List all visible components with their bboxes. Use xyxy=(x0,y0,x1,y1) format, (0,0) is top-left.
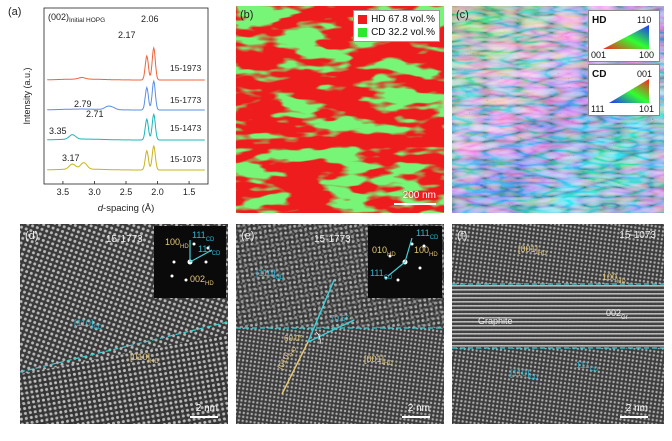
ipf-key-cd: CD 001 111 101 xyxy=(588,64,660,116)
ipf-cd-left: 111 xyxy=(591,104,605,114)
ipf-cd-top: 001 xyxy=(637,69,652,79)
angle-label-705: 70.5° xyxy=(330,314,349,323)
ipf-hd-top: 110 xyxy=(637,15,651,25)
legend-cd: CD 32.2 vol.% xyxy=(358,26,435,39)
plane-label-111cd-f: 111CD xyxy=(576,360,599,373)
fft-inset-e xyxy=(368,226,442,298)
x-tick-label-3.0: 3.0 xyxy=(88,187,101,197)
ipf-hd-left: 001 xyxy=(591,50,606,60)
direction-line-cd2-e xyxy=(307,319,355,343)
fft-inset-d xyxy=(154,226,226,298)
series-line-15-1073 xyxy=(47,144,205,171)
tem-image-f xyxy=(452,224,664,424)
scalebar-b xyxy=(394,203,436,205)
series-label-1473: 15-1473 xyxy=(170,123,201,133)
fft-d-label-100hd: 100HD xyxy=(165,237,189,250)
x-tick-label-2.5: 2.5 xyxy=(120,187,133,197)
legend-cd-swatch xyxy=(358,28,368,37)
sample-label-d: 15-1773 xyxy=(106,234,143,245)
peak-label-317: 3.17 xyxy=(62,153,80,163)
panel-f: (f) 15-1073 [001]HD 100HD Graphite 002Gr… xyxy=(452,224,664,424)
scalebar-e xyxy=(402,416,430,418)
plane-label-002gr: 002Gr xyxy=(606,308,628,321)
scalebar-b-label: 200 nm xyxy=(402,190,436,201)
fft-pattern-d xyxy=(170,240,213,282)
peak-label-206: 2.06 xyxy=(141,14,159,24)
x-tick-label-1.5: 1.5 xyxy=(183,187,196,197)
panel-a: (a) 3.5 3.0 2.5 2.0 1.5 (002)Initial HOPG In… xyxy=(0,0,226,218)
panel-d: (d) 15-1773 100HD 111CD 111CD 002HD [110… xyxy=(20,224,228,424)
legend-hd-swatch xyxy=(358,15,368,24)
sample-label-f: 15-1073 xyxy=(619,230,656,241)
graphite-label: Graphite xyxy=(478,316,513,326)
fft-pattern-e xyxy=(384,237,426,282)
fft-e-label-111cd: 111CD xyxy=(370,268,393,281)
xrd-chart: 3.5 3.0 2.5 2.0 1.5 (002)Initial HOPG Intens… xyxy=(22,7,209,214)
panel-b: (b) HD 67.8 vol.% CD 32.2 vol.% 200 nm xyxy=(236,6,444,213)
ipf-key-hd: HD 110 001 100 xyxy=(588,10,660,62)
panel-e: (e) 15-1773 010HD 111CD 100HD 111CD [110… xyxy=(236,224,444,424)
panel-b-label: (b) xyxy=(240,9,254,21)
panel-a-label: (a) xyxy=(8,6,22,18)
direction-line-hd-e xyxy=(281,341,309,395)
series-line-15-1773 xyxy=(47,79,205,111)
peak-label-271: 2.71 xyxy=(86,109,104,119)
ipf-triangle-cd: CD 001 111 101 xyxy=(591,69,654,114)
scalebar-d-label: 2 nm xyxy=(195,403,218,414)
ipf-cd-title: CD xyxy=(592,69,606,80)
scalebar-f xyxy=(620,416,648,418)
panel-c: (c) HD 110 001 100 xyxy=(452,6,664,213)
peak-label-279: 2.79 xyxy=(74,99,92,109)
series-label-1973: 15-1973 xyxy=(170,63,201,73)
interface-line-d xyxy=(20,321,228,373)
ipf-cd-right: 101 xyxy=(639,104,654,114)
zone-axis-hd-d: [010]HD xyxy=(130,352,159,365)
phase-legend: HD 67.8 vol.% CD 32.2 vol.% xyxy=(353,10,440,42)
zone-axis-cd-d: [110]CD xyxy=(74,318,103,331)
chart-title: (002)Initial HOPG xyxy=(48,12,105,24)
scalebar-f-label: 2 nm xyxy=(625,403,648,414)
fft-d-label-111cd-top: 111CD xyxy=(192,230,215,243)
phase-map xyxy=(236,6,444,213)
zone-axis-cd-e: [110]CD xyxy=(256,268,285,281)
panel-f-label: (f) xyxy=(457,230,468,242)
fft-e-label-111cd-top: 111CD xyxy=(416,228,439,241)
x-axis-label: d-spacing (Å) xyxy=(98,203,155,214)
plane-label-100hd-f: 100HD xyxy=(602,272,626,285)
zone-axis-hd-e: [001]HD xyxy=(364,354,393,367)
series-line-15-1473 xyxy=(47,112,205,141)
scalebar-e-label: 2 nm xyxy=(407,403,430,414)
zone-axis-hd-f: [001]HD xyxy=(518,244,547,257)
legend-hd-text: HD 67.8 vol.% xyxy=(371,14,435,25)
ipf-hd-right: 100 xyxy=(639,50,654,60)
sample-label-e: 15-1773 xyxy=(314,234,351,245)
zone-axis-cd-f: [110]CD xyxy=(510,368,539,381)
peak-label-335: 3.35 xyxy=(49,126,67,136)
series-line-15-1973 xyxy=(47,46,205,81)
panel-d-label: (d) xyxy=(25,230,39,242)
fft-d-label-111cd: 111CD xyxy=(198,244,221,257)
series-label-1073: 15-1073 xyxy=(170,154,201,164)
series-label-1773: 15-1773 xyxy=(170,95,201,105)
fft-e-label-010hd: 010HD xyxy=(372,245,396,258)
fft-d-label-002hd: 002HD xyxy=(190,274,214,287)
panel-e-label: (e) xyxy=(241,230,255,242)
panel-c-label: (c) xyxy=(456,9,469,21)
ipf-hd-title: HD xyxy=(592,15,606,26)
angle-label-600: 60.0° xyxy=(284,334,303,343)
y-axis-label: Intensity (a.u.) xyxy=(22,67,32,124)
ipf-triangle-hd: HD 110 001 100 xyxy=(591,15,654,60)
fft-e-label-100hd: 100HD xyxy=(414,245,438,258)
scalebar-d xyxy=(190,416,218,418)
peak-label-217: 2.17 xyxy=(118,30,136,40)
legend-hd: HD 67.8 vol.% xyxy=(358,13,435,26)
direction-line-cd-e xyxy=(307,279,335,343)
legend-cd-text: CD 32.2 vol.% xyxy=(371,27,435,38)
x-tick-label-2.0: 2.0 xyxy=(151,187,164,197)
x-tick-label-3.5: 3.5 xyxy=(57,187,70,197)
